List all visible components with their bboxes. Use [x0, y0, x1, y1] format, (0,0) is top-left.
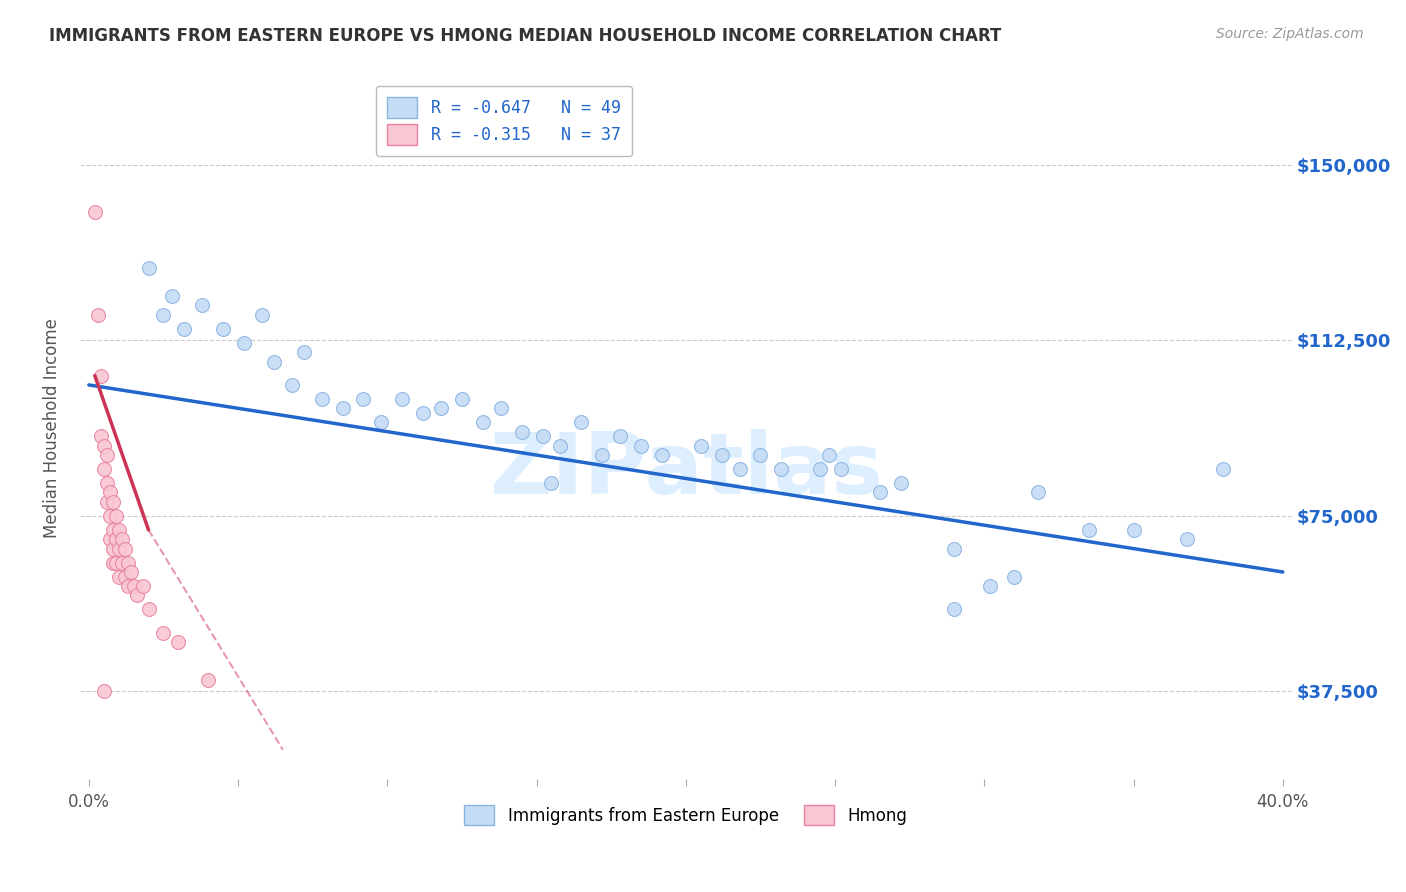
Text: ZIPatlas: ZIPatlas: [489, 429, 883, 512]
Point: [107, 541, 129, 556]
Point: [98, 485, 121, 500]
Point: [197, 673, 219, 687]
Point: [131, 579, 153, 593]
Point: [281, 378, 304, 392]
Point: [191, 298, 214, 312]
Point: [979, 579, 1001, 593]
Point: [689, 439, 711, 453]
Point: [728, 462, 751, 476]
Point: [370, 415, 392, 429]
Point: [1026, 485, 1049, 500]
Point: [352, 392, 374, 406]
Point: [818, 448, 841, 462]
Point: [96, 448, 118, 462]
Text: Source: ZipAtlas.com: Source: ZipAtlas.com: [1216, 27, 1364, 41]
Point: [138, 602, 160, 616]
Point: [391, 392, 413, 406]
Point: [120, 565, 142, 579]
Point: [98, 533, 121, 547]
Point: [430, 401, 453, 416]
Point: [87, 308, 110, 322]
Point: [830, 462, 852, 476]
Point: [609, 429, 631, 443]
Point: [233, 335, 256, 350]
Point: [117, 556, 139, 570]
Point: [111, 533, 134, 547]
Point: [869, 485, 891, 500]
Point: [451, 392, 474, 406]
Point: [104, 508, 127, 523]
Point: [292, 345, 315, 359]
Point: [138, 260, 160, 275]
Point: [117, 579, 139, 593]
Point: [332, 401, 354, 416]
Point: [107, 569, 129, 583]
Point: [83, 205, 105, 219]
Point: [104, 556, 127, 570]
Point: [125, 588, 148, 602]
Point: [710, 448, 733, 462]
Point: [808, 462, 831, 476]
Point: [749, 448, 772, 462]
Point: [173, 322, 195, 336]
Point: [263, 354, 285, 368]
Point: [162, 289, 184, 303]
Point: [550, 439, 572, 453]
Point: [93, 439, 115, 453]
Point: [412, 406, 434, 420]
Point: [96, 495, 118, 509]
Point: [1002, 569, 1025, 583]
Point: [93, 462, 115, 476]
Point: [943, 541, 966, 556]
Point: [122, 579, 145, 593]
Point: [114, 541, 136, 556]
Point: [101, 495, 124, 509]
Point: [890, 476, 912, 491]
Point: [630, 439, 652, 453]
Point: [1122, 523, 1144, 537]
Point: [98, 508, 121, 523]
Point: [1175, 533, 1198, 547]
Point: [311, 392, 333, 406]
Point: [167, 635, 190, 649]
Point: [96, 476, 118, 491]
Point: [212, 322, 235, 336]
Point: [101, 523, 124, 537]
Point: [107, 523, 129, 537]
Point: [101, 541, 124, 556]
Point: [531, 429, 554, 443]
Point: [1212, 462, 1234, 476]
Legend: Immigrants from Eastern Europe, Hmong: Immigrants from Eastern Europe, Hmong: [456, 797, 915, 834]
Point: [770, 462, 793, 476]
Point: [591, 448, 613, 462]
Point: [250, 308, 273, 322]
Point: [101, 556, 124, 570]
Point: [569, 415, 592, 429]
Point: [540, 476, 562, 491]
Point: [111, 556, 134, 570]
Point: [152, 308, 174, 322]
Point: [510, 425, 533, 439]
Text: IMMIGRANTS FROM EASTERN EUROPE VS HMONG MEDIAN HOUSEHOLD INCOME CORRELATION CHAR: IMMIGRANTS FROM EASTERN EUROPE VS HMONG …: [49, 27, 1001, 45]
Point: [90, 429, 112, 443]
Point: [93, 684, 115, 698]
Point: [471, 415, 494, 429]
Point: [152, 625, 174, 640]
Point: [104, 533, 127, 547]
Point: [1077, 523, 1099, 537]
Point: [651, 448, 673, 462]
Point: [90, 368, 112, 383]
Y-axis label: Median Household Income: Median Household Income: [44, 318, 60, 538]
Point: [489, 401, 512, 416]
Point: [943, 602, 966, 616]
Point: [114, 569, 136, 583]
